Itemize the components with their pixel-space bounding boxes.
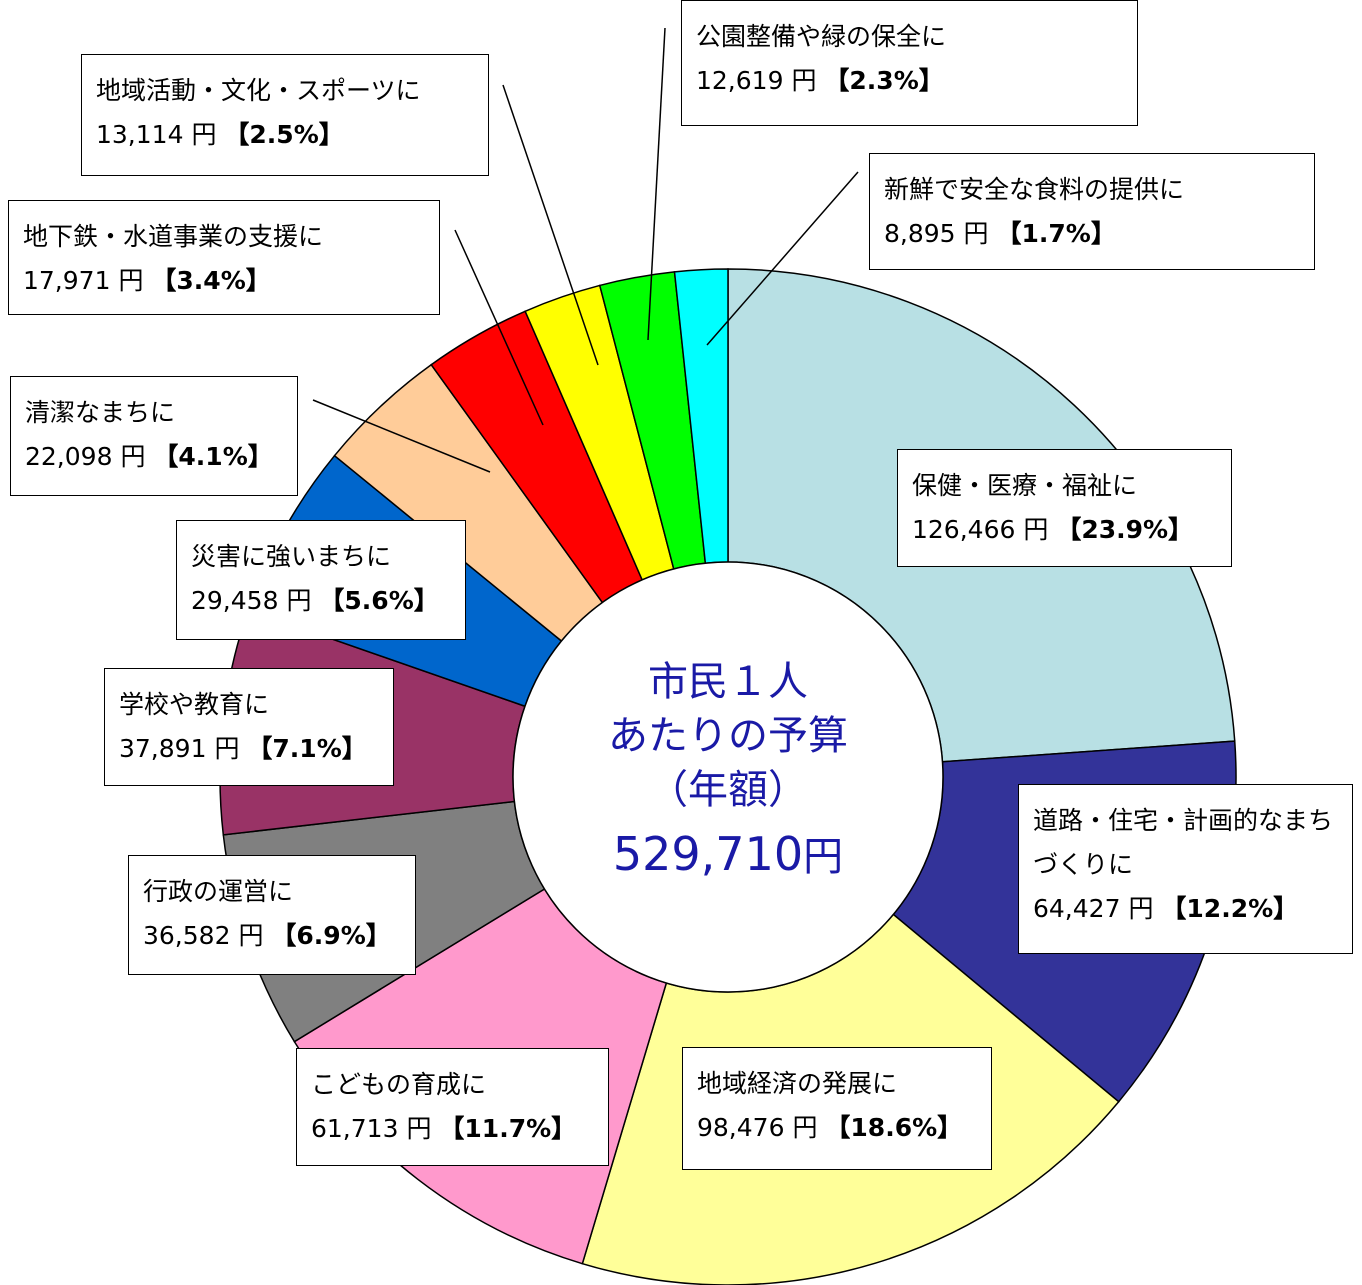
percentage-label: 【11.7%】	[439, 1114, 577, 1143]
unit-label: 円	[792, 1113, 818, 1142]
category-label: 災害に強いまちに	[191, 542, 392, 571]
label-box: 清潔なまちに 22,098 円 【4.1%】	[10, 376, 298, 496]
value-line: 37,891 円 【7.1%】	[119, 727, 379, 771]
value-label: 37,891	[119, 734, 207, 763]
category-label: 新鮮で安全な食料の提供に	[884, 175, 1185, 204]
total: 529,710円	[513, 817, 943, 894]
value-line: 13,114 円 【2.5%】	[96, 113, 474, 157]
label-box: 道路・住宅・計画的なまちづくりに 64,427 円 【12.2%】	[1018, 784, 1353, 954]
percentage-label: 【18.6%】	[825, 1113, 963, 1142]
value-line: 22,098 円 【4.1%】	[25, 435, 283, 479]
value-line: 12,619 円 【2.3%】	[696, 59, 1123, 103]
category-label: 道路・住宅・計画的なまちづくりに	[1033, 806, 1334, 879]
percentage-label: 【3.4%】	[151, 266, 271, 295]
value-label: 61,713	[311, 1114, 399, 1143]
leader-line	[454, 229, 544, 426]
unit-label: 円	[120, 442, 146, 471]
unit-label: 円	[238, 921, 264, 950]
value-label: 98,476	[697, 1113, 785, 1142]
total-label: 529,710	[612, 827, 804, 881]
unit-label: 円	[791, 66, 817, 95]
value-label: 17,971	[23, 266, 111, 295]
unit-label: 円	[963, 219, 989, 248]
percentage-label: 【1.7%】	[996, 219, 1116, 248]
unit-label: 円	[286, 586, 312, 615]
percentage-label: 【12.2%】	[1161, 894, 1299, 923]
percentage-label: 【4.1%】	[153, 442, 273, 471]
unit-label: 円	[406, 1114, 432, 1143]
label-box: 行政の運営に 36,582 円 【6.9%】	[128, 855, 416, 975]
value-label: 29,458	[191, 586, 279, 615]
unit-label: 円	[1023, 515, 1049, 544]
value-line: 8,895 円 【1.7%】	[884, 212, 1300, 256]
value-line: 126,466 円 【23.9%】	[912, 508, 1217, 552]
value-label: 22,098	[25, 442, 113, 471]
value-label: 13,114	[96, 120, 184, 149]
value-line: 98,476 円 【18.6%】	[697, 1106, 977, 1150]
label-box: 地域経済の発展に 98,476 円 【18.6%】	[682, 1047, 992, 1170]
unit-label: 円	[1128, 894, 1154, 923]
percentage-label: 【23.9%】	[1056, 515, 1194, 544]
category-label: 行政の運営に	[143, 877, 294, 906]
center-line: あたりの予算	[608, 713, 848, 759]
value-line: 64,427 円 【12.2%】	[1033, 887, 1338, 931]
category-label: 地下鉄・水道事業の支援に	[23, 222, 324, 251]
leader-line	[312, 399, 491, 473]
center-line: 市民１人	[648, 659, 808, 705]
label-box: 地下鉄・水道事業の支援に 17,971 円 【3.4%】	[8, 200, 440, 315]
center-hole	[512, 561, 944, 993]
percentage-label: 【6.9%】	[271, 921, 391, 950]
value-line: 36,582 円 【6.9%】	[143, 914, 401, 958]
value-line: 61,713 円 【11.7%】	[311, 1107, 594, 1151]
leader-line	[647, 27, 666, 341]
value-label: 64,427	[1033, 894, 1121, 923]
center-text: 市民１人 あたりの予算 （年額） 529,710円	[513, 655, 943, 894]
label-box: 公園整備や緑の保全に 12,619 円 【2.3%】	[681, 0, 1138, 126]
leader-line	[706, 171, 859, 346]
category-label: 保健・医療・福祉に	[912, 471, 1138, 500]
category-label: 公園整備や緑の保全に	[696, 22, 947, 51]
percentage-label: 【2.3%】	[824, 66, 944, 95]
center-line: （年額）	[648, 767, 808, 813]
value-label: 8,895	[884, 219, 956, 248]
total-unit: 円	[803, 834, 844, 880]
unit-label: 円	[214, 734, 240, 763]
label-box: 保健・医療・福祉に 126,466 円 【23.9%】	[897, 449, 1232, 567]
percentage-label: 【2.5%】	[224, 120, 344, 149]
label-box: 地域活動・文化・スポーツに 13,114 円 【2.5%】	[81, 54, 489, 176]
label-box: 新鮮で安全な食料の提供に 8,895 円 【1.7%】	[869, 153, 1315, 270]
value-label: 12,619	[696, 66, 784, 95]
leader-line	[502, 84, 599, 366]
category-label: 地域経済の発展に	[697, 1069, 898, 1098]
unit-label: 円	[118, 266, 144, 295]
label-box: こどもの育成に 61,713 円 【11.7%】	[296, 1048, 609, 1166]
category-label: 地域活動・文化・スポーツに	[96, 76, 421, 105]
category-label: こどもの育成に	[311, 1070, 487, 1099]
value-line: 29,458 円 【5.6%】	[191, 579, 451, 623]
value-label: 126,466	[912, 515, 1016, 544]
label-box: 災害に強いまちに 29,458 円 【5.6%】	[176, 520, 466, 640]
category-label: 清潔なまちに	[25, 398, 176, 427]
value-line: 17,971 円 【3.4%】	[23, 259, 425, 303]
percentage-label: 【7.1%】	[247, 734, 367, 763]
percentage-label: 【5.6%】	[319, 586, 439, 615]
label-box: 学校や教育に 37,891 円 【7.1%】	[104, 668, 394, 786]
unit-label: 円	[191, 120, 217, 149]
value-label: 36,582	[143, 921, 231, 950]
category-label: 学校や教育に	[119, 690, 270, 719]
